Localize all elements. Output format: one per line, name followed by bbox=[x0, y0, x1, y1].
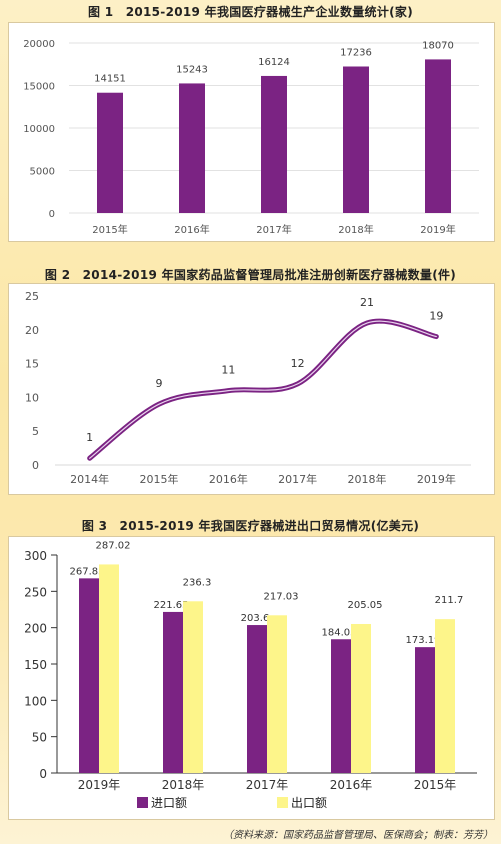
bar bbox=[179, 83, 205, 213]
legend-label: 进口额 bbox=[151, 796, 187, 810]
chart3-svg: 0 50 100 150 200 250 300 267.85 287.02 2019年 221.6… bbox=[24, 540, 477, 810]
y-tick-label: 0 bbox=[49, 209, 55, 220]
chart2-svg: 0 5 10 15 20 25 1 2014年 9 2015年 11 2016年 12 2017年 21 20… bbox=[25, 290, 471, 486]
x-tick-label: 2019年 bbox=[78, 778, 121, 792]
y-tick-label: 300 bbox=[24, 549, 47, 563]
y-tick-label: 10000 bbox=[23, 124, 55, 135]
x-tick-label: 2016年 bbox=[174, 223, 209, 236]
y-tick-label: 5000 bbox=[30, 167, 55, 178]
export-bar bbox=[99, 564, 119, 773]
export-bar bbox=[183, 601, 203, 773]
export-bar bbox=[435, 619, 455, 773]
bar bbox=[425, 59, 451, 213]
bar bbox=[97, 92, 123, 213]
chart1-svg: 0 5000 10000 15000 20000 14151 2015年 15243 2016年… bbox=[23, 39, 479, 236]
y-tick-label: 200 bbox=[24, 622, 47, 636]
data-label: 16124 bbox=[258, 57, 290, 68]
x-tick-label: 2016年 bbox=[330, 778, 373, 792]
y-tick-label: 20000 bbox=[23, 39, 55, 50]
data-label: 287.02 bbox=[96, 540, 131, 551]
chart1-panel: 0 5000 10000 15000 20000 14151 2015年 15243 2016年… bbox=[8, 22, 495, 242]
x-tick-label: 2019年 bbox=[420, 223, 455, 236]
data-label: 9 bbox=[156, 377, 163, 390]
bar bbox=[261, 75, 287, 213]
legend-swatch bbox=[137, 797, 148, 808]
x-tick-label: 2018年 bbox=[162, 778, 205, 792]
x-tick-label: 2015年 bbox=[140, 472, 179, 486]
y-tick-label: 0 bbox=[39, 767, 47, 781]
y-tick-label: 15 bbox=[25, 358, 39, 371]
data-label: 184.05 bbox=[322, 627, 357, 638]
data-label: 221.65 bbox=[154, 600, 189, 611]
data-label: 173.19 bbox=[406, 635, 441, 646]
x-tick-label: 2015年 bbox=[92, 223, 127, 236]
import-bar bbox=[163, 611, 183, 773]
data-label: 12 bbox=[291, 357, 305, 370]
data-label: 203.6 bbox=[241, 613, 270, 624]
source-note: （资料来源：国家药品监督管理局、医保商会；制表：芳芳） bbox=[223, 830, 493, 841]
y-tick-label: 150 bbox=[24, 658, 47, 672]
data-label: 1 bbox=[86, 431, 93, 444]
data-label: 14151 bbox=[94, 74, 126, 85]
data-label: 15243 bbox=[176, 64, 208, 75]
x-tick-label: 2018年 bbox=[348, 472, 387, 486]
y-tick-label: 250 bbox=[24, 585, 47, 599]
bar bbox=[343, 66, 369, 213]
import-bar bbox=[415, 647, 435, 773]
x-tick-label: 2014年 bbox=[70, 472, 109, 486]
x-tick-label: 2018年 bbox=[338, 223, 373, 236]
import-bar bbox=[79, 578, 99, 773]
export-bar bbox=[267, 615, 287, 773]
data-label: 18070 bbox=[422, 40, 454, 51]
import-bar bbox=[247, 625, 267, 773]
chart3-title: 图 3 2015-2019 年我国医疗器械进出口贸易情况(亿美元) bbox=[81, 519, 420, 533]
data-label: 217.03 bbox=[264, 591, 299, 602]
data-label: 17236 bbox=[340, 47, 372, 58]
data-label: 236.3 bbox=[183, 577, 212, 588]
series-line-highlight bbox=[89, 320, 437, 459]
y-tick-label: 20 bbox=[25, 324, 39, 337]
legend-label: 出口额 bbox=[291, 796, 327, 810]
data-label: 205.05 bbox=[348, 600, 383, 611]
x-tick-label: 2015年 bbox=[414, 778, 457, 792]
x-tick-label: 2017年 bbox=[246, 778, 289, 792]
chart2-title: 图 2 2014-2019 年国家药品监督管理局批准注册创新医疗器械数量(件) bbox=[44, 268, 457, 282]
export-bar bbox=[351, 623, 371, 773]
chart2-panel: 0 5 10 15 20 25 1 2014年 9 2015年 11 2016年 12 2017年 21 20… bbox=[8, 283, 495, 495]
data-label: 19 bbox=[429, 310, 443, 323]
y-tick-label: 10 bbox=[25, 391, 39, 404]
x-tick-label: 2016年 bbox=[209, 472, 248, 486]
y-tick-label: 50 bbox=[32, 731, 47, 745]
y-tick-label: 5 bbox=[32, 425, 39, 438]
y-tick-label: 100 bbox=[24, 694, 47, 708]
data-label: 267.85 bbox=[70, 566, 105, 577]
chart1-title: 图 1 2015-2019 年我国医疗器械生产企业数量统计(家) bbox=[87, 5, 414, 19]
y-tick-label: 25 bbox=[25, 290, 39, 303]
legend-swatch bbox=[277, 797, 288, 808]
y-tick-label: 0 bbox=[32, 459, 39, 472]
y-tick-label: 15000 bbox=[23, 82, 55, 93]
x-tick-label: 2019年 bbox=[417, 472, 456, 486]
import-bar bbox=[331, 639, 351, 773]
chart3-panel: 0 50 100 150 200 250 300 267.85 287.02 2019年 221.6… bbox=[8, 536, 495, 820]
x-tick-label: 2017年 bbox=[278, 472, 317, 486]
x-tick-label: 2017年 bbox=[256, 223, 291, 236]
data-label: 211.7 bbox=[435, 595, 464, 606]
data-label: 11 bbox=[221, 364, 235, 377]
data-label: 21 bbox=[360, 296, 374, 309]
